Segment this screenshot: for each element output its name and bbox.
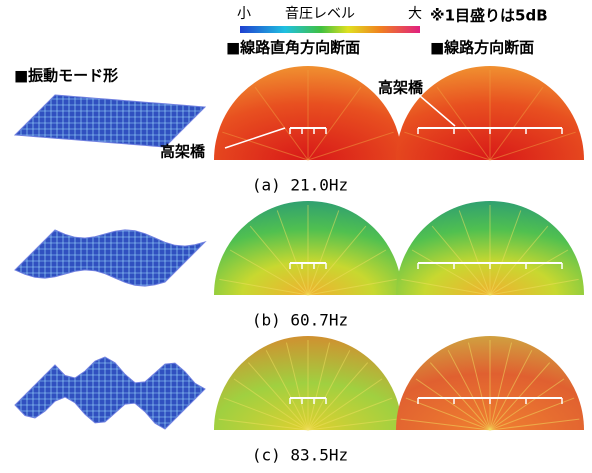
field-streak (307, 350, 351, 431)
field-streak (436, 86, 491, 161)
field-streak (276, 210, 309, 296)
field-streak (307, 378, 383, 431)
mode-shape (13, 94, 207, 148)
field-streak (307, 86, 362, 161)
field-streak (307, 278, 397, 296)
field-streak (489, 249, 569, 296)
field-streak (429, 362, 491, 431)
caption: (c) 83.5Hz (252, 446, 348, 465)
field-streak (307, 342, 331, 431)
field-streak (401, 278, 491, 296)
caption: (b) 60.7Hz (252, 311, 348, 330)
colorbar-max: 大 (408, 6, 422, 22)
field-streak (489, 131, 576, 161)
field-streak (247, 362, 309, 431)
field-streak (223, 397, 309, 431)
callout-line (224, 127, 286, 149)
field-streak (489, 397, 575, 431)
field-streak (489, 86, 544, 161)
field-streak (411, 249, 491, 296)
field-streak (467, 342, 491, 431)
field-streak (307, 249, 387, 296)
field-streak (458, 210, 491, 296)
field-streak (447, 350, 491, 431)
field-streak (489, 418, 580, 431)
mode-shape (14, 229, 207, 287)
field-streak (254, 86, 309, 161)
field-streak (489, 342, 513, 431)
field-streak (249, 225, 309, 296)
field-streak (307, 225, 367, 296)
field-streak (307, 131, 394, 161)
rows: (a) 21.0Hz (b) 60.7Hz (c) 83.5Hz (13, 66, 584, 465)
colorbar-title: 音圧レベル (285, 5, 355, 22)
field-streak (415, 378, 491, 431)
field-streak (431, 225, 491, 296)
colorbar-min: 小 (237, 6, 251, 22)
field-streak (307, 397, 393, 431)
field-streak (489, 378, 565, 431)
row-header: ■振動モード形 (14, 67, 118, 85)
field-streak (229, 249, 309, 296)
mode-shape (14, 356, 206, 430)
column-header: ■線路直角方向断面 (226, 39, 360, 57)
field-streak (265, 350, 309, 431)
field-streak (489, 362, 551, 431)
field-streak (218, 418, 309, 431)
callout: 高架橋 (378, 79, 424, 97)
field-streak (404, 131, 491, 161)
field-streak (489, 278, 579, 296)
field-streak (489, 225, 549, 296)
field-streak (285, 342, 309, 431)
column-header: ■線路方向断面 (430, 39, 534, 57)
field-streak (489, 210, 522, 296)
field-streak (307, 362, 369, 431)
field-streak (400, 418, 491, 431)
field-streak (405, 397, 491, 431)
field-streak (219, 278, 309, 296)
caption: (a) 21.0Hz (252, 176, 348, 195)
field-streak (307, 418, 398, 431)
field-streak (307, 210, 340, 296)
field-streak (222, 131, 309, 161)
field-streak (489, 350, 533, 431)
field-streak (233, 378, 309, 431)
callout: 高架橋 (160, 143, 206, 161)
note: ※1目盛りは5dB (430, 7, 548, 25)
colorbar (240, 26, 420, 33)
callout-line (419, 95, 456, 127)
